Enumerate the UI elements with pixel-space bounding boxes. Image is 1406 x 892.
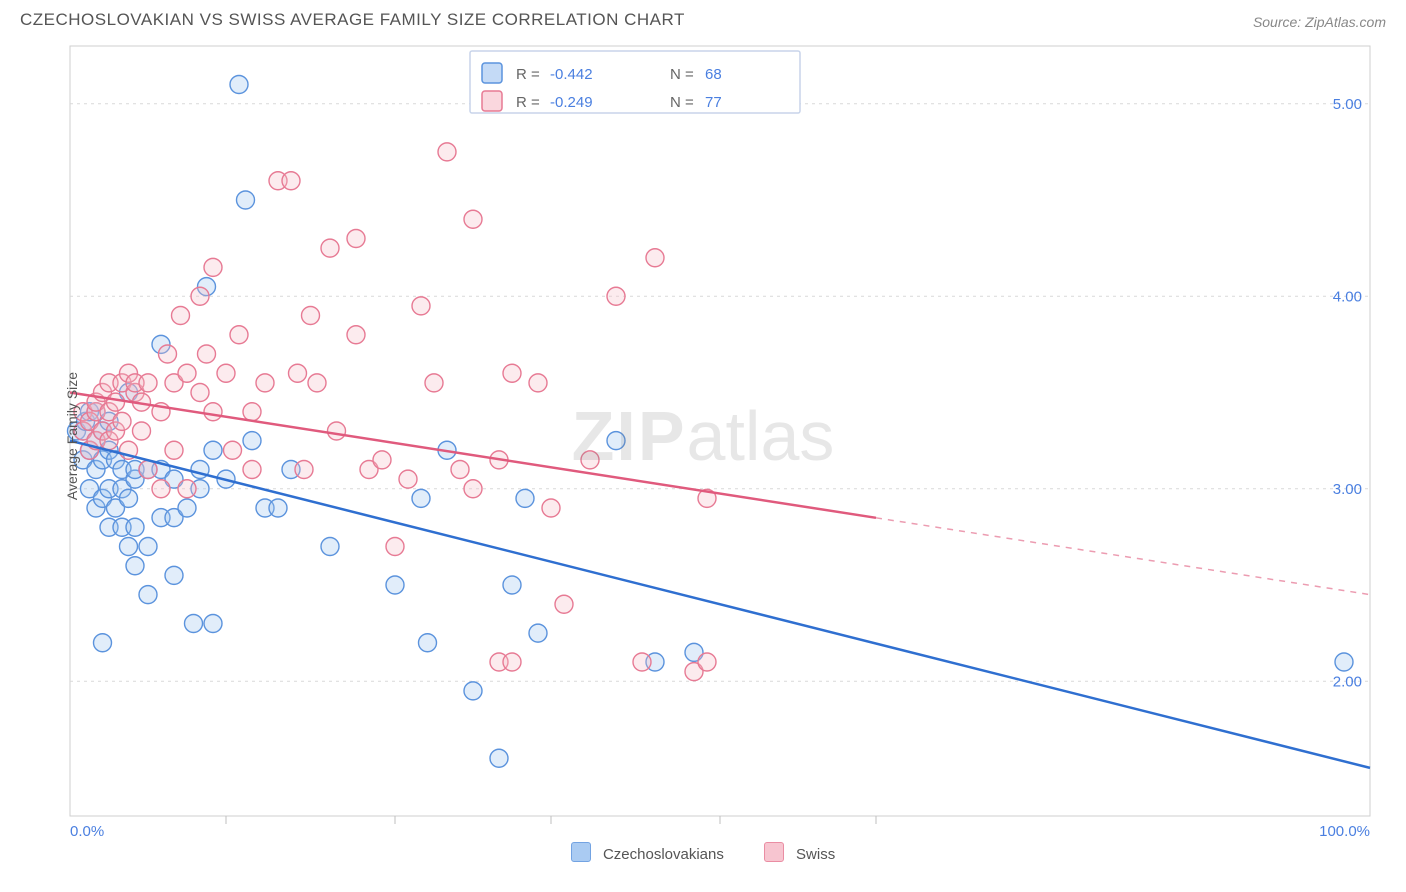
source-label: Source: ZipAtlas.com [1253, 14, 1386, 30]
legend-label-czech: Czechoslovakians [603, 846, 724, 863]
svg-text:N =: N = [670, 94, 694, 111]
svg-text:-0.442: -0.442 [550, 66, 593, 83]
svg-text:3.00: 3.00 [1333, 481, 1362, 498]
svg-text:4.00: 4.00 [1333, 288, 1362, 305]
x-min-label: 0.0% [70, 823, 104, 840]
scatter-chart: 2.00 3.00 4.00 5.00 R = -0.442 N = 68 R = -0.249 N… [20, 36, 1386, 836]
legend-item-czech: Czechoslovakians [571, 842, 724, 863]
legend-swatch-swiss [764, 842, 784, 862]
x-max-label: 100.0% [1319, 823, 1370, 840]
legend-item-swiss: Swiss [764, 842, 835, 863]
svg-text:2.00: 2.00 [1333, 673, 1362, 690]
svg-text:N =: N = [670, 66, 694, 83]
chart-container: Average Family Size 2.00 3.00 4.00 5.00 R =-… [20, 36, 1386, 836]
legend-swatch-czech [571, 842, 591, 862]
svg-text:77: 77 [705, 94, 722, 111]
svg-text:-0.249: -0.249 [550, 94, 593, 111]
svg-text:5.00: 5.00 [1333, 96, 1362, 113]
bottom-legend: Czechoslovakians Swiss [0, 842, 1406, 863]
svg-text:68: 68 [705, 66, 722, 83]
svg-text:R =: R = [516, 94, 540, 111]
svg-text:R =: R = [516, 66, 540, 83]
chart-title: CZECHOSLOVAKIAN VS SWISS AVERAGE FAMILY … [20, 10, 685, 30]
y-axis-label: Average Family Size [64, 372, 80, 500]
legend-label-swiss: Swiss [796, 846, 835, 863]
